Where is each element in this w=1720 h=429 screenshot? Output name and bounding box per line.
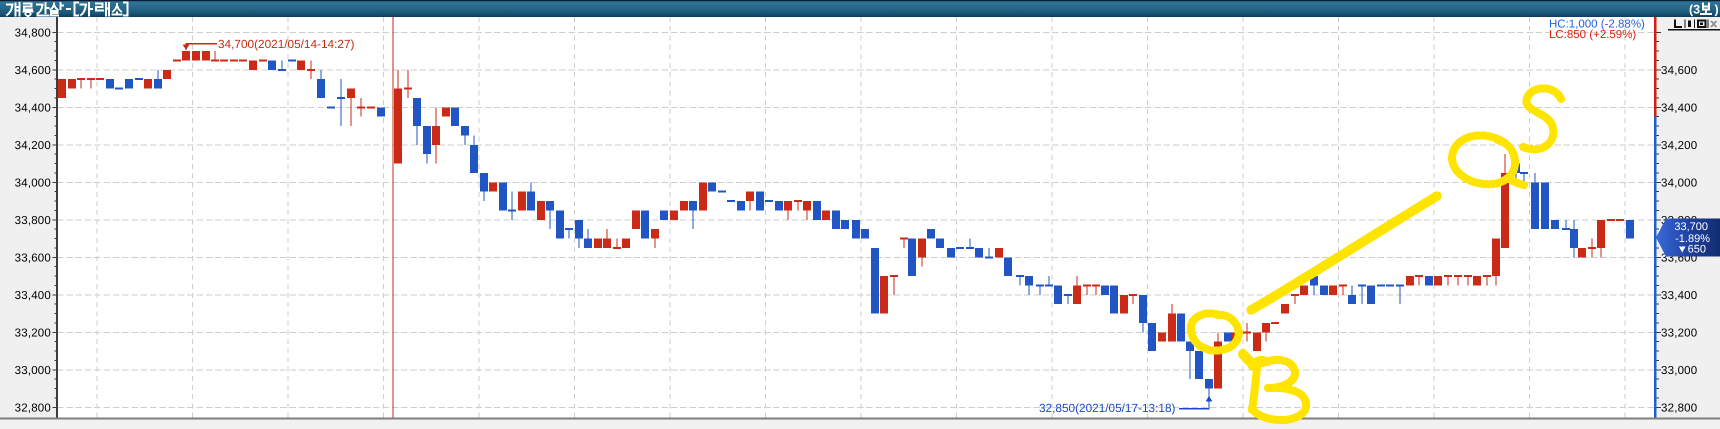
svg-text:32,850(2021/05/17-13:18): 32,850(2021/05/17-13:18) [1039, 401, 1176, 415]
svg-text:34,600: 34,600 [1661, 65, 1697, 77]
svg-text:32,800: 32,800 [15, 402, 51, 414]
svg-text:33,400: 33,400 [15, 290, 51, 302]
svg-text:34,600: 34,600 [15, 65, 51, 77]
svg-text:34,200: 34,200 [1661, 140, 1697, 152]
svg-text:): ) [1715, 3, 1719, 17]
svg-text:32,800: 32,800 [1661, 402, 1697, 414]
svg-text:34,000: 34,000 [15, 177, 51, 189]
svg-text:HC:1,000 (-2.88%): HC:1,000 (-2.88%) [1549, 19, 1645, 31]
svg-text:33,200: 33,200 [15, 327, 51, 339]
svg-text:33,400: 33,400 [1661, 290, 1697, 302]
svg-text:650: 650 [1688, 244, 1706, 256]
svg-text:33,000: 33,000 [1661, 365, 1697, 377]
svg-text:33,800: 33,800 [15, 215, 51, 227]
svg-text:33,200: 33,200 [1661, 327, 1697, 339]
svg-text:LC:850 (+2.59%): LC:850 (+2.59%) [1549, 29, 1636, 41]
svg-text:34,400: 34,400 [1661, 102, 1697, 114]
svg-text:33,600: 33,600 [15, 252, 51, 264]
svg-text:34,700(2021/05/14-14:27): 34,700(2021/05/14-14:27) [218, 37, 355, 51]
svg-text:34,800: 34,800 [15, 27, 51, 39]
svg-text:(3: (3 [1689, 3, 1700, 17]
svg-text:-1.89%: -1.89% [1675, 233, 1710, 245]
svg-text:34,000: 34,000 [1661, 177, 1697, 189]
svg-text:33,000: 33,000 [15, 365, 51, 377]
svg-text:33,700: 33,700 [1674, 221, 1708, 233]
svg-text:34,200: 34,200 [15, 140, 51, 152]
svg-text:34,400: 34,400 [15, 102, 51, 114]
